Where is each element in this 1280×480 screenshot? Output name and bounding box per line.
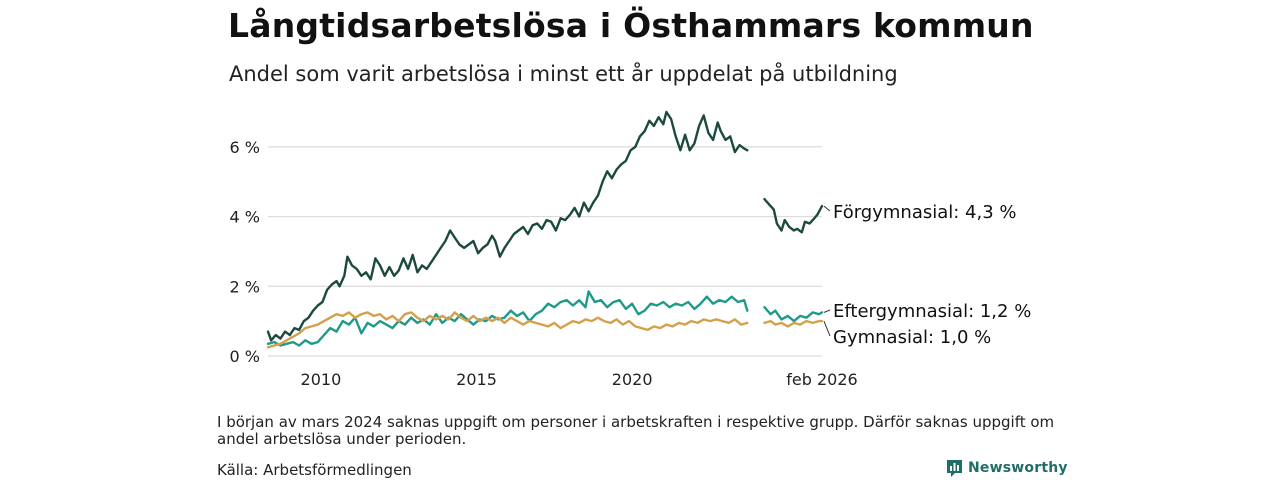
series-line-eftergymnasial xyxy=(266,290,749,347)
source-note: Källa: Arbetsförmedlingen xyxy=(217,461,412,479)
series-end-label: Gymnasial: 1,0 % xyxy=(833,327,991,348)
series-end-labels: Förgymnasial: 4,3 % Eftergymnasial: 1,2 %… xyxy=(823,202,1031,348)
series-lines xyxy=(266,110,824,349)
x-tick-label: 2015 xyxy=(456,370,497,389)
x-axis-ticks: 2010 2015 2020 feb 2026 xyxy=(301,370,858,389)
y-axis-ticks: 0 % 2 % 4 % 6 % xyxy=(230,138,260,366)
gridlines xyxy=(268,146,822,357)
series-line-eftergymnasial xyxy=(763,306,824,323)
footnote: I början av mars 2024 saknas uppgift om … xyxy=(217,413,1055,448)
chart-title: Långtidsarbetslösa i Östhammars kommun xyxy=(228,6,1034,45)
label-leader-line xyxy=(823,309,831,313)
series-line-gymnasial xyxy=(266,311,749,349)
y-tick-label: 0 % xyxy=(230,347,260,366)
series-line-förgymnasial xyxy=(266,110,749,342)
brand-name: Newsworthy xyxy=(968,460,1068,476)
x-tick-label: 2020 xyxy=(612,370,653,389)
y-tick-label: 2 % xyxy=(230,277,260,296)
x-tick-label: feb 2026 xyxy=(786,370,857,389)
chart-subtitle: Andel som varit arbetslösa i minst ett å… xyxy=(229,62,898,86)
series-end-label: Eftergymnasial: 1,2 % xyxy=(833,301,1031,322)
y-tick-label: 4 % xyxy=(230,208,260,227)
y-tick-label: 6 % xyxy=(230,138,260,157)
label-leader-line xyxy=(823,320,831,337)
x-tick-label: 2010 xyxy=(301,370,342,389)
label-leader-line xyxy=(823,205,831,212)
series-line-gymnasial xyxy=(763,319,824,328)
newsworthy-logo-icon xyxy=(947,459,962,477)
series-line-förgymnasial xyxy=(763,197,824,234)
brand-logo: Newsworthy xyxy=(946,458,1068,478)
series-end-label: Förgymnasial: 4,3 % xyxy=(833,202,1017,223)
